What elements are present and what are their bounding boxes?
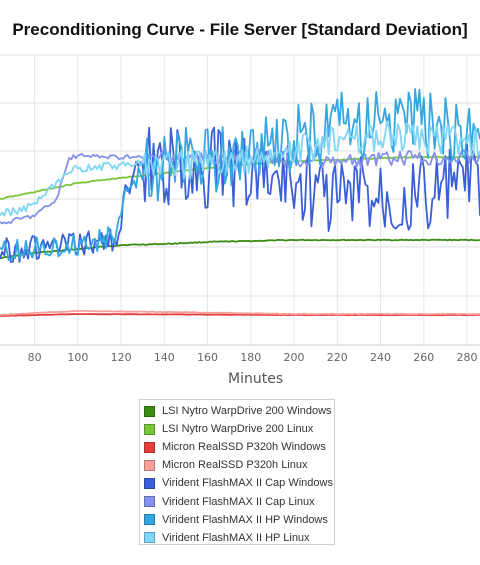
- legend-item: Virident FlashMAX II Cap Linux: [144, 492, 334, 510]
- legend-swatch: [144, 459, 155, 471]
- legend-swatch: [144, 514, 155, 526]
- legend-swatch: [144, 405, 155, 417]
- legend-swatch: [144, 496, 155, 508]
- legend-item: Virident FlashMAX II HP Linux: [144, 529, 334, 547]
- legend-label: Virident FlashMAX II Cap Windows: [162, 477, 333, 490]
- legend-label: Virident FlashMAX II HP Windows: [162, 513, 328, 526]
- x-tick-label: 140: [154, 351, 175, 364]
- x-tick-label: 160: [197, 351, 218, 364]
- legend-item: Micron RealSSD P320h Linux: [144, 456, 334, 474]
- legend-swatch: [144, 423, 155, 435]
- x-tick-label: 100: [67, 351, 88, 364]
- x-axis-label: Minutes: [228, 371, 284, 387]
- x-tick-label: 220: [327, 351, 348, 364]
- legend-item: LSI Nytro WarpDrive 200 Windows: [144, 402, 334, 420]
- legend-swatch: [144, 532, 155, 544]
- series-lines: [0, 88, 480, 317]
- legend-label: Virident FlashMAX II Cap Linux: [162, 495, 315, 508]
- series-line-7: [0, 88, 480, 261]
- chart-title: Preconditioning Curve - File Server [Sta…: [12, 20, 468, 39]
- legend-item: Virident FlashMAX II HP Windows: [144, 511, 334, 529]
- x-tick-label: 80: [28, 351, 42, 364]
- series-line-8: [0, 120, 480, 217]
- legend-item: LSI Nytro WarpDrive 200 Linux: [144, 420, 334, 438]
- legend-item: Virident FlashMAX II Cap Windows: [144, 474, 334, 492]
- series-line-6: [0, 147, 480, 225]
- series-line-1: [0, 238, 480, 260]
- legend-label: Micron RealSSD P320h Windows: [162, 441, 326, 454]
- legend-label: LSI Nytro WarpDrive 200 Linux: [162, 423, 314, 436]
- x-tick-label: 240: [370, 351, 391, 364]
- legend-label: LSI Nytro WarpDrive 200 Windows: [162, 405, 332, 418]
- legend-label: Micron RealSSD P320h Linux: [162, 459, 308, 472]
- legend: LSI Nytro WarpDrive 200 Windows LSI Nytro…: [139, 399, 335, 545]
- legend-swatch: [144, 441, 155, 453]
- x-tick-labels: 80 100 120 140 160 180 200 220 240 260 280: [28, 351, 478, 364]
- x-tick-label: 180: [240, 351, 261, 364]
- legend-item: Micron RealSSD P320h Windows: [144, 438, 334, 456]
- series-line-4: [0, 309, 480, 316]
- chart-plot: 80 100 120 140 160 180 200 220 240 260 280: [0, 54, 480, 364]
- x-tick-label: 260: [413, 351, 434, 364]
- x-tick-label: 120: [111, 351, 132, 364]
- legend-label: Virident FlashMAX II HP Linux: [162, 531, 310, 544]
- x-tick-label: 200: [284, 351, 305, 364]
- legend-swatch: [144, 477, 155, 489]
- x-tick-label: 280: [457, 351, 478, 364]
